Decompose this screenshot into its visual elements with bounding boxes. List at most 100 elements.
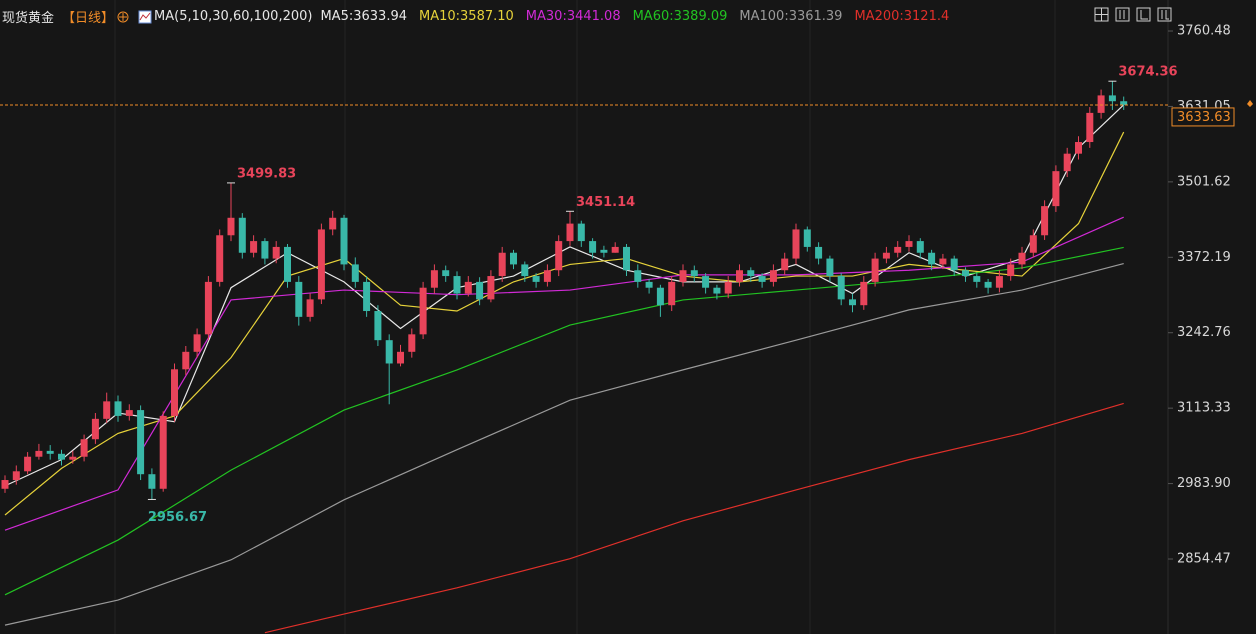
candle-body <box>24 456 32 472</box>
candle-body <box>12 471 20 481</box>
candle-body <box>1108 95 1116 102</box>
candle-body <box>724 281 732 294</box>
legend-entry: MA60:3389.09 <box>632 9 728 24</box>
candle-body <box>882 252 890 259</box>
legend: MA5:3633.94 MA10:3587.10 MA30:3441.08 MA60:… <box>320 9 961 24</box>
candle-body <box>736 270 743 282</box>
candle-body <box>487 276 495 300</box>
candle-body <box>1041 206 1049 236</box>
candle-body <box>125 410 133 416</box>
candle-body <box>261 241 269 259</box>
candle-body <box>871 258 879 282</box>
candle-body <box>860 281 868 306</box>
candle-body <box>340 217 348 265</box>
candle-body <box>385 340 393 364</box>
candle-body <box>306 299 314 317</box>
candle-body <box>950 258 958 271</box>
ma-line <box>4 216 1124 531</box>
candle-body <box>973 276 981 282</box>
candle-body <box>295 281 303 317</box>
candle-body <box>611 246 619 253</box>
candle-body <box>216 235 224 282</box>
legend-entry: MA100:3361.39 <box>739 9 843 24</box>
candle-body <box>317 229 325 300</box>
candle-body <box>916 241 924 253</box>
candle-body <box>1007 264 1015 277</box>
ma-line <box>4 131 1125 516</box>
candle-body <box>159 415 167 489</box>
candle-body <box>250 241 258 253</box>
candle-body <box>668 281 676 306</box>
candle-body <box>758 276 766 282</box>
high-label: 3451.14 <box>576 195 635 210</box>
candle-body <box>103 401 111 419</box>
candle-body <box>928 252 936 265</box>
candle-body <box>1063 153 1071 172</box>
candle-body <box>690 270 698 277</box>
candle-body <box>498 252 506 277</box>
indicator-icon[interactable] <box>138 10 152 24</box>
high-label: 3674.36 <box>1118 65 1177 80</box>
candle-body <box>792 229 800 259</box>
y-tick-label: 3242.76 <box>1177 325 1231 340</box>
candle-body <box>1029 235 1037 253</box>
candle-body <box>837 276 845 300</box>
candle-body <box>464 281 472 294</box>
instrument-title: 现货黄金 <box>2 11 55 26</box>
grid-columns <box>114 0 1056 634</box>
candle-body <box>363 281 371 312</box>
candle-body <box>397 351 404 364</box>
candle-body <box>747 270 755 277</box>
candle-body <box>894 246 902 253</box>
candle-body <box>623 246 630 271</box>
ma-line <box>4 263 1124 626</box>
candle-body <box>634 270 642 282</box>
add-icon[interactable] <box>116 10 130 24</box>
candle-body <box>713 287 721 294</box>
high-label: 3499.83 <box>237 166 296 181</box>
candle-body <box>430 270 438 288</box>
candle-body <box>204 281 212 335</box>
candle-body <box>566 223 574 242</box>
candle-body <box>46 450 54 454</box>
last-price-box <box>1171 107 1235 127</box>
candle-body <box>645 281 653 288</box>
candle-body <box>600 249 608 253</box>
candle-body <box>351 264 359 282</box>
candle-body <box>984 281 992 288</box>
candle-body <box>80 439 88 457</box>
candle-body <box>1 480 9 489</box>
candle-body <box>182 351 190 370</box>
y-tick-label: 3501.62 <box>1177 174 1231 189</box>
candle-body <box>995 276 1003 288</box>
candle-body <box>905 241 913 247</box>
toolbar[interactable] <box>1094 7 1172 22</box>
legend-entry: MA200:3121.4 <box>854 9 950 24</box>
candle-body <box>962 270 969 277</box>
legend-entry: MA30:3441.08 <box>525 9 621 24</box>
y-tick-label: 3372.19 <box>1177 250 1231 265</box>
candle-body <box>171 369 178 416</box>
candle-body <box>419 287 427 335</box>
candle-body <box>58 453 65 460</box>
candle-body <box>69 456 77 460</box>
candle-body <box>91 418 99 440</box>
candle-body <box>577 223 585 242</box>
candle-body <box>815 246 823 259</box>
last-price-arrow <box>1247 99 1253 107</box>
ma-line <box>4 104 1125 487</box>
candle-body <box>679 270 687 282</box>
candle-body <box>272 246 280 259</box>
candle-body <box>826 258 834 277</box>
candle-body <box>702 276 710 288</box>
candle-body <box>374 311 382 341</box>
candle-body <box>193 334 201 352</box>
period-label[interactable]: 【日线】 <box>62 11 115 26</box>
candle-body <box>589 241 597 253</box>
candle-body <box>453 276 461 294</box>
y-tick-label: 2854.47 <box>1177 552 1231 567</box>
candle-body <box>35 450 43 457</box>
low-label: 2956.67 <box>148 510 207 525</box>
candle-body <box>521 264 529 277</box>
